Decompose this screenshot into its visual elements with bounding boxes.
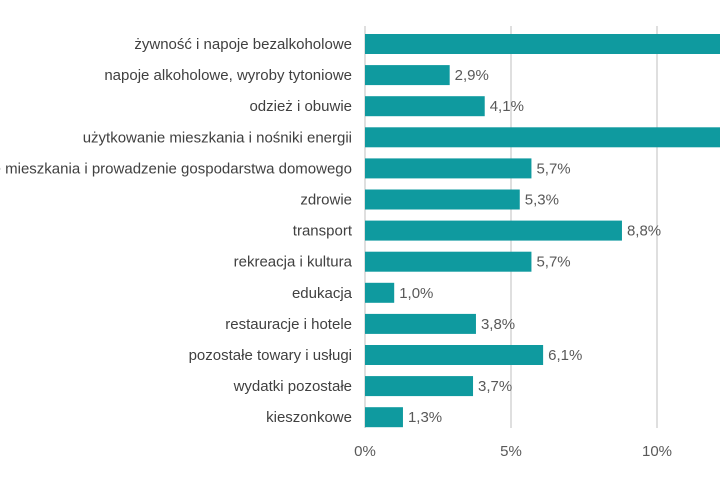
category-label: wyposażenie mieszkania i prowadzenie gos… — [0, 160, 352, 177]
x-tick-label: 5% — [500, 443, 522, 460]
bar — [365, 251, 532, 272]
value-label: 4,1% — [490, 98, 524, 115]
category-label: napoje alkoholowe, wyroby tytoniowe — [104, 67, 352, 84]
value-label: 5,7% — [536, 254, 570, 271]
x-tick-labels: 0%5%10%15%20%25% — [354, 443, 672, 460]
category-label: transport — [293, 223, 353, 240]
value-label: 6,1% — [548, 347, 582, 364]
x-tick-label: 0% — [354, 443, 376, 460]
category-label: rekreacja i kultura — [234, 254, 353, 271]
category-label: żywność i napoje bezalkoholowe — [134, 36, 352, 53]
bar — [365, 407, 403, 428]
value-label: 1,3% — [408, 409, 442, 426]
category-label: zdrowie — [300, 192, 352, 209]
value-labels: 2,9%4,1%18,8%5,7%5,3%8,8%5,7%1,0%3,8%6,1… — [399, 67, 661, 426]
value-label: 2,9% — [455, 67, 489, 84]
category-label: edukacja — [292, 285, 353, 302]
value-label: 5,3% — [525, 192, 559, 209]
value-label: 8,8% — [627, 223, 661, 240]
bar — [365, 34, 720, 54]
bar — [365, 220, 622, 241]
x-tick-label: 10% — [642, 443, 672, 460]
value-label: 3,8% — [481, 316, 515, 333]
category-label: kieszonkowe — [266, 409, 352, 426]
value-label: 3,7% — [478, 378, 512, 395]
category-label: odzież i obuwie — [249, 98, 352, 115]
category-labels: żywność i napoje bezalkoholowe napoje alk… — [0, 36, 353, 426]
category-label: użytkowanie mieszkania i nośniki energii — [83, 129, 352, 146]
bar — [365, 65, 450, 86]
category-label: restauracje i hotele — [225, 316, 352, 333]
value-label: 5,7% — [536, 160, 570, 177]
bar — [365, 376, 474, 397]
bar — [365, 313, 476, 334]
bar — [365, 158, 532, 179]
bar — [365, 127, 720, 148]
bars — [365, 34, 720, 428]
category-label: pozostałe towary i usługi — [189, 347, 352, 364]
bar — [365, 189, 520, 210]
bar — [365, 345, 544, 365]
bar — [365, 96, 485, 117]
bar — [365, 282, 395, 303]
category-label: wydatki pozostałe — [233, 378, 352, 395]
value-label: 1,0% — [399, 285, 433, 302]
